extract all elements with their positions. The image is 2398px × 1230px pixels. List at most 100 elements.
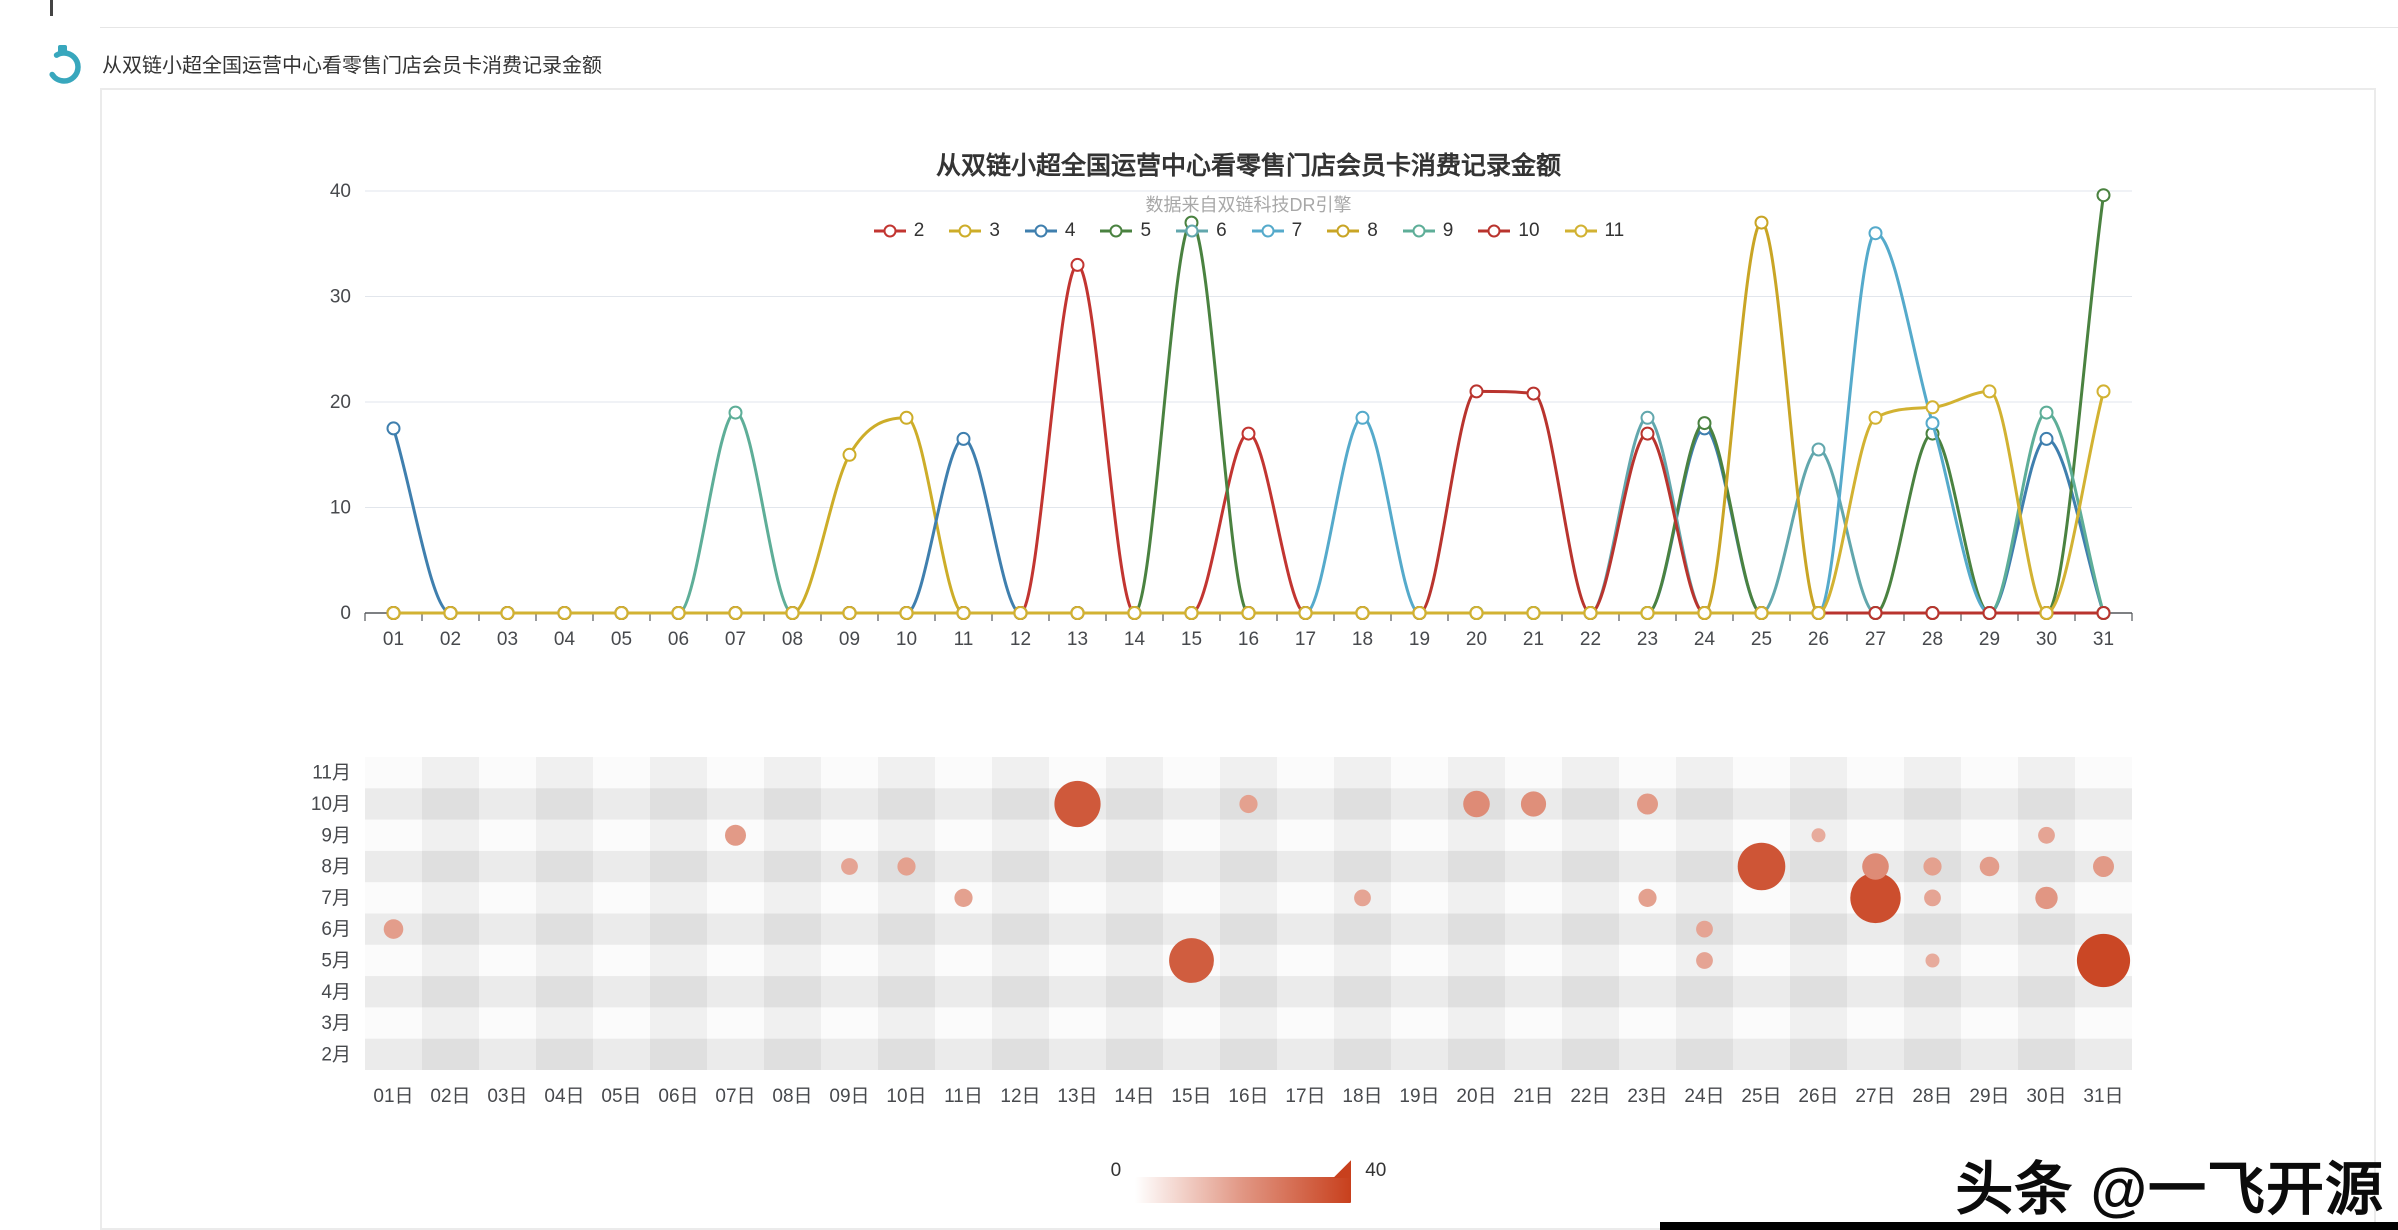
- bubble[interactable]: [1354, 889, 1371, 907]
- svg-text:17日: 17日: [1285, 1086, 1325, 1107]
- svg-text:05: 05: [611, 629, 632, 650]
- chart-subtitle: 数据来自双链科技DR引擎: [1145, 195, 1352, 215]
- app-logo-icon: [47, 45, 81, 84]
- bubble[interactable]: [1811, 828, 1826, 843]
- data-point-marker: [386, 421, 401, 436]
- data-point-marker: [2039, 431, 2054, 446]
- bubble[interactable]: [1637, 793, 1658, 815]
- bubble[interactable]: [1979, 856, 2000, 877]
- svg-text:20: 20: [330, 392, 351, 413]
- svg-text:17: 17: [1295, 629, 1316, 650]
- svg-text:12日: 12日: [1000, 1086, 1040, 1107]
- data-point-marker: [1184, 606, 1199, 620]
- series-line-7: [393, 231, 2104, 615]
- svg-text:10日: 10日: [886, 1086, 926, 1107]
- legend-label: 2: [913, 220, 925, 241]
- bubble[interactable]: [1923, 857, 1942, 876]
- legend-label: 7: [1291, 220, 1303, 241]
- svg-text:3月: 3月: [321, 1013, 351, 1034]
- legend-label: 3: [989, 220, 1000, 241]
- svg-text:03: 03: [497, 629, 518, 650]
- svg-text:01日: 01日: [373, 1086, 413, 1107]
- svg-text:19日: 19日: [1399, 1086, 1439, 1107]
- bubble[interactable]: [1239, 794, 1258, 814]
- bottom-black-bar: [1660, 1222, 2398, 1230]
- bubble[interactable]: [1850, 872, 1901, 924]
- data-point-marker: [614, 606, 629, 620]
- bubble[interactable]: [841, 858, 858, 875]
- legend-item-10[interactable]: 10: [1477, 220, 1540, 242]
- bubble[interactable]: [954, 888, 973, 908]
- visualmap-handle[interactable]: [1333, 1160, 1352, 1178]
- data-point-marker: [1070, 257, 1085, 272]
- bubble[interactable]: [1862, 853, 1889, 880]
- svg-text:0: 0: [340, 603, 351, 624]
- bubble[interactable]: [383, 919, 404, 939]
- bubble[interactable]: [2093, 856, 2114, 877]
- bubble[interactable]: [1924, 889, 1941, 907]
- bubble[interactable]: [2038, 826, 2055, 844]
- line-chart-plot[interactable]: 0 10 20 30 40 01 02 03 04 05 06 07 08 09 10 11 12 13 14 15 1…: [330, 181, 2133, 650]
- bubble[interactable]: [2035, 886, 2058, 910]
- svg-text:14: 14: [1124, 629, 1146, 650]
- data-point-marker: [1241, 606, 1256, 620]
- bubble[interactable]: [1696, 952, 1713, 969]
- legend-item-9[interactable]: 9: [1402, 220, 1453, 242]
- legend-item-6[interactable]: 6: [1175, 220, 1227, 242]
- bubble[interactable]: [1925, 953, 1940, 968]
- legend-item-4[interactable]: 4: [1024, 220, 1075, 242]
- bubble[interactable]: [1054, 780, 1101, 828]
- svg-text:16日: 16日: [1228, 1086, 1268, 1107]
- bubble[interactable]: [897, 857, 916, 876]
- bubble[interactable]: [1737, 842, 1786, 891]
- data-point-marker: [728, 606, 743, 620]
- bubble[interactable]: [2076, 933, 2131, 988]
- svg-text:29: 29: [1979, 629, 2000, 650]
- svg-text:16: 16: [1238, 629, 1259, 650]
- legend-item-7[interactable]: 7: [1251, 220, 1303, 242]
- bubble[interactable]: [1463, 790, 1490, 818]
- legend-item-3[interactable]: 3: [948, 220, 1000, 242]
- line-series-icon: [1327, 224, 1360, 238]
- data-point-marker: [1640, 410, 1655, 425]
- legend-item-8[interactable]: 8: [1326, 220, 1378, 242]
- data-point-marker: [671, 606, 686, 620]
- data-point-marker: [1925, 416, 1940, 431]
- bubble[interactable]: [1638, 888, 1657, 908]
- data-point-marker: [728, 405, 743, 420]
- watermark: 头条 @一飞开源: [1955, 1157, 2384, 1222]
- svg-text:03日: 03日: [487, 1086, 527, 1107]
- chart-legend: 2 3 4 5 6 7 8 9 10 11: [365, 220, 2132, 242]
- data-point-marker: [956, 606, 971, 620]
- svg-text:13日: 13日: [1057, 1086, 1097, 1107]
- bubble[interactable]: [725, 824, 746, 846]
- visualmap-legend[interactable]: 0 40: [365, 1160, 2132, 1203]
- svg-text:27日: 27日: [1855, 1086, 1895, 1107]
- visualmap-gradient-bar[interactable]: [1135, 1160, 1352, 1203]
- legend-item-11[interactable]: 11: [1564, 220, 1624, 242]
- svg-text:18日: 18日: [1342, 1086, 1382, 1107]
- top-divider: [100, 27, 2398, 28]
- svg-text:27: 27: [1865, 629, 1886, 650]
- punch-chart-plot[interactable]: 2月 3月 4月 5月 6月 7月 8月 9月 10月 11月 01日 02日 03日 04日 05日 06日…: [311, 757, 2132, 1107]
- line-series-icon: [1024, 224, 1057, 238]
- data-point-marker: [1982, 606, 1997, 620]
- svg-text:22: 22: [1580, 629, 1601, 650]
- svg-text:10月: 10月: [311, 794, 351, 815]
- legend-item-5[interactable]: 5: [1099, 220, 1151, 242]
- data-point-marker: [1925, 400, 1940, 415]
- svg-text:08: 08: [782, 629, 803, 650]
- svg-text:24: 24: [1694, 629, 1716, 650]
- svg-text:06: 06: [668, 629, 689, 650]
- svg-text:2月: 2月: [321, 1044, 351, 1065]
- data-point-marker: [443, 606, 458, 620]
- svg-text:11月: 11月: [312, 763, 351, 784]
- legend-item-2[interactable]: 2: [873, 220, 925, 242]
- bubble[interactable]: [1696, 920, 1713, 938]
- svg-text:24日: 24日: [1684, 1086, 1724, 1107]
- bubble[interactable]: [1169, 938, 1214, 983]
- svg-text:6月: 6月: [321, 919, 351, 940]
- svg-text:07日: 07日: [715, 1086, 755, 1107]
- bubble[interactable]: [1520, 791, 1547, 817]
